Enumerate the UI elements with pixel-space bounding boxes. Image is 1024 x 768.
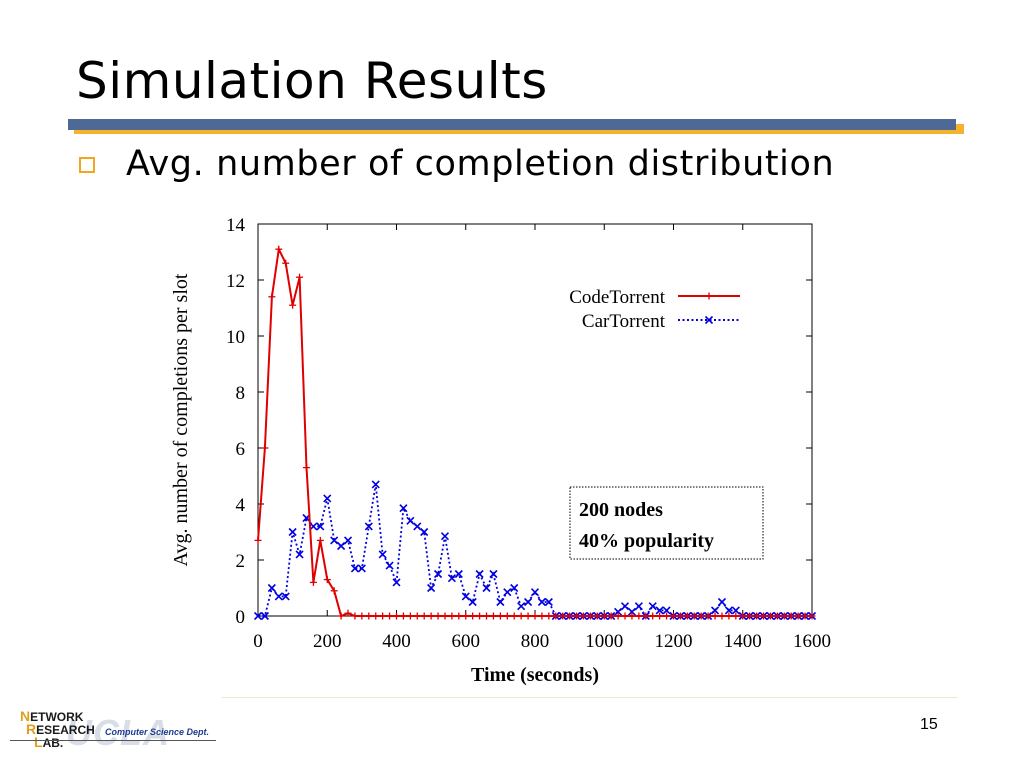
logo-line-research: RESEARCH [26,721,95,737]
point-marker [357,564,366,573]
point-marker [378,550,387,559]
x-tick-label: 1200 [655,631,693,652]
point-marker [274,592,283,601]
point-marker [524,597,533,607]
point-marker [330,536,339,545]
x-tick-label: 0 [253,631,263,652]
point-marker [731,606,740,615]
point-marker [544,597,553,607]
x-tick-label: 1000 [585,631,623,652]
point-marker [447,574,456,583]
annotation-box [569,486,764,560]
x-tick-label: 200 [313,631,342,652]
point-marker [475,569,484,579]
x-tick-label: 400 [382,631,411,652]
point-marker [413,522,422,531]
point-marker [433,569,443,579]
x-tick-label: 1400 [724,631,762,652]
y-tick-label: 2 [236,551,246,572]
point-marker [427,583,436,593]
annotation-text: 200 nodes [579,499,663,521]
footer-rule [222,697,958,698]
y-axis-label: Avg. number of completions per slot [170,273,192,566]
bullet-text: Avg. number of completion distribution [126,144,835,184]
y-tick-label: 10 [226,327,245,348]
x-tick-label: 600 [452,631,481,652]
point-marker [710,606,720,615]
point-marker [537,597,546,607]
point-marker [337,541,346,551]
point-marker [634,602,643,611]
annotation-text: 40% popularity [579,530,714,552]
point-marker [406,516,415,525]
logo-watermark: UCLA [66,712,170,753]
point-marker [517,602,526,611]
point-marker [343,536,353,545]
y-tick-label: 14 [226,215,246,236]
legend-label: CarTorrent [582,311,666,332]
point-marker [724,606,733,615]
point-marker [655,606,664,615]
point-marker [371,480,380,489]
point-marker [253,611,263,621]
legend-label: CodeTorrent [569,287,665,308]
point-marker [510,583,519,593]
logo-department: Computer Science Dept. [105,727,210,737]
point-marker [704,315,714,325]
point-marker [627,607,637,616]
point-marker [662,606,671,615]
point-marker [364,522,373,531]
point-marker [281,592,290,601]
point-marker [350,564,360,573]
series-codetorrent [254,245,816,620]
lab-logo: UCLA NETWORK RESEARCH LAB. Computer Scie… [10,707,220,757]
point-marker [468,597,477,607]
point-marker [489,569,498,579]
point-marker [385,561,394,570]
logo-line-network: NETWORK [20,708,84,724]
y-tick-label: 12 [226,271,245,292]
chart-annotation: 200 nodes 40% popularity [569,486,764,560]
point-marker [267,583,276,593]
point-marker [717,597,727,607]
point-marker [648,602,657,611]
page-number: 15 [920,716,938,733]
chart-series [253,245,817,621]
point-marker [392,578,401,587]
x-axis-label: Time (seconds) [471,664,599,686]
point-marker [530,588,540,597]
series-cartorrent [253,480,817,621]
slide-title: Simulation Results [76,52,548,110]
y-tick-label: 4 [236,495,246,516]
series-line [257,245,812,618]
point-marker [260,611,269,621]
y-tick-label: 0 [236,607,246,628]
point-marker [482,583,491,593]
point-marker [496,597,505,607]
point-marker [454,569,463,579]
point-marker [288,527,297,537]
point-marker [440,532,450,541]
y-tick-label: 6 [236,439,246,460]
x-tick-label: 1600 [793,631,831,652]
chart-axes: 0 200 400 600 800 1000 1200 1400 1600 0 2 4 6 8 10 12 14… [170,215,831,686]
chart-legend: CodeTorrent CarTorrent [569,287,740,332]
point-marker [420,527,429,537]
logo-rule [10,740,216,741]
point-marker [620,602,630,611]
bullet-square-icon [79,157,95,173]
point-marker [323,494,332,503]
point-marker [503,588,512,597]
point-marker [295,550,304,559]
point-marker [614,607,623,616]
x-tick-label: 800 [521,631,550,652]
point-marker [399,504,408,513]
point-marker [461,592,470,601]
title-rule [68,119,956,130]
point-marker [316,522,325,531]
y-tick-label: 8 [236,383,246,404]
logo-line-lab: LAB. [34,734,64,750]
